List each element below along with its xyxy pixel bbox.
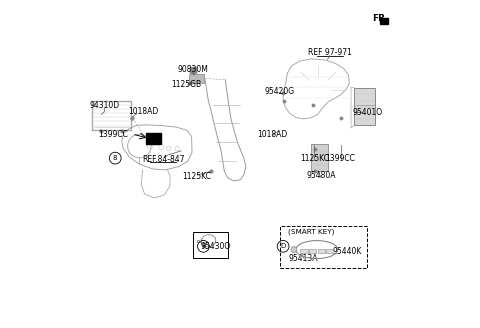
Bar — [309, 249, 316, 253]
Bar — [311, 144, 327, 171]
Text: 95480A: 95480A — [306, 171, 336, 180]
Text: 90830M: 90830M — [177, 65, 208, 74]
Text: 1399CC: 1399CC — [98, 130, 128, 139]
Text: 95440K: 95440K — [333, 247, 362, 256]
Text: 8: 8 — [201, 243, 205, 249]
Text: 95413A: 95413A — [289, 254, 318, 262]
Text: 94310D: 94310D — [89, 101, 120, 110]
Bar — [146, 133, 161, 144]
Bar — [190, 74, 204, 83]
Text: REF 97-971: REF 97-971 — [308, 49, 352, 57]
Text: 95420G: 95420G — [264, 87, 294, 96]
Text: 1125KC: 1125KC — [182, 172, 211, 181]
Bar — [280, 226, 367, 268]
Text: 1399CC: 1399CC — [325, 154, 356, 163]
Text: FR.: FR. — [372, 14, 389, 23]
Text: 1018AD: 1018AD — [129, 107, 159, 116]
Text: 1018AD: 1018AD — [258, 130, 288, 139]
Text: 8: 8 — [113, 155, 118, 161]
Text: (SMART KEY): (SMART KEY) — [288, 229, 335, 235]
Bar — [318, 249, 325, 253]
Text: 1125KC: 1125KC — [300, 154, 329, 163]
Bar — [354, 88, 374, 125]
Circle shape — [291, 247, 297, 253]
Text: 95430O: 95430O — [200, 242, 230, 251]
Bar — [192, 232, 228, 258]
Bar — [300, 249, 308, 253]
Text: D: D — [280, 243, 286, 249]
Text: 95401O: 95401O — [352, 108, 383, 117]
Text: REF.84-847: REF.84-847 — [142, 154, 184, 164]
Text: 1125GB: 1125GB — [171, 80, 201, 90]
Bar — [325, 249, 333, 253]
Bar — [381, 18, 388, 24]
